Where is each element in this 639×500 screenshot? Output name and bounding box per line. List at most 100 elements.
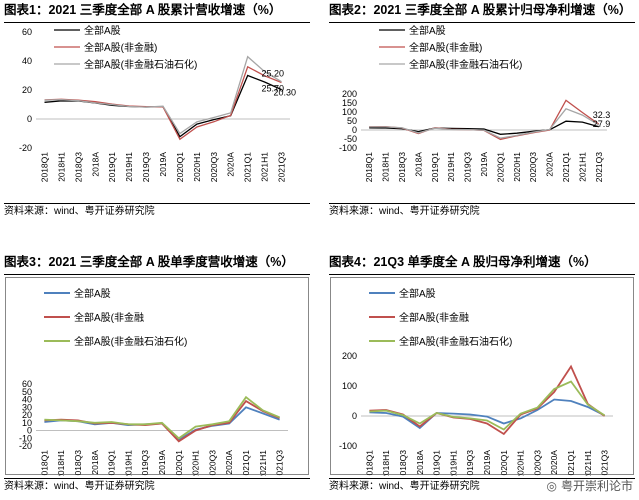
chart-svg: -20 0 20 40 60 2018Q1 2018H1 2018Q3 2018A 2019Q1 2… — [19, 24, 297, 183]
legend-label: 全部A股 — [409, 24, 446, 37]
x-tick-label: 2018H1 — [56, 450, 66, 476]
x-tick-label: 2021Q3 — [275, 450, 285, 476]
chart-plot: -20 0 20 40 60 2018Q1 2018H1 2018Q3 2018A 2019Q1 2… — [4, 24, 310, 200]
x-tick-label: 2021H1 — [577, 152, 587, 182]
y-tick-label: -10 — [19, 433, 32, 443]
chart-source: 资料来源：wind、粤开证券研究院 — [329, 203, 635, 220]
chart-frame — [5, 277, 309, 475]
chart-panel-3: 图表3：2021 三季度全部 A 股单季度营收增速（%） -20 -10 0 10 20… — [4, 252, 310, 500]
x-tick-label: 2019H1 — [124, 152, 134, 182]
y-tick-label: 200 — [342, 89, 357, 99]
chart-svg: -100 0 100 200 2018Q1 2018H1 2018Q3 2018A 2019Q1… — [330, 277, 634, 476]
y-tick-label: -50 — [344, 134, 357, 144]
y-tick-label: 10 — [22, 418, 32, 428]
x-tick-label: 2018H1 — [381, 450, 391, 476]
y-tick-label: 0 — [27, 426, 32, 436]
y-tick-label: 20 — [22, 410, 32, 420]
data-label: 32.3 — [593, 110, 611, 120]
data-label: 20.30 — [274, 88, 297, 98]
x-tick-label: 2018Q1 — [364, 152, 374, 183]
x-tick-label: 2018Q3 — [398, 450, 408, 476]
x-tick-label: 2019Q1 — [107, 152, 117, 183]
x-tick-label: 2021Q3 — [594, 152, 604, 183]
x-tick-label: 2019Q1 — [107, 450, 117, 476]
x-tick-label: 2021Q1 — [243, 152, 253, 183]
y-tick-label: 200 — [342, 351, 357, 361]
x-tick-label: 2020A — [226, 152, 236, 177]
chart-title: 图表2：2021 三季度全部 A 股累计归母净利增速（%） — [329, 0, 635, 23]
x-tick-label: 2020Q3 — [528, 152, 538, 183]
chart-plot: -100 0 100 200 2018Q1 2018H1 2018Q3 2018A 2019Q1… — [329, 276, 635, 476]
x-tick-label: 2020Q1 — [174, 450, 184, 476]
x-tick-label: 2020Q1 — [499, 450, 509, 476]
x-tick-label: 2021Q1 — [566, 450, 576, 476]
x-tick-label: 2019Q3 — [141, 152, 151, 183]
chart-source: 资料来源：wind、粤开证券研究院 — [4, 478, 310, 495]
x-tick-label: 2018Q3 — [397, 152, 407, 183]
x-tick-label: 2020A — [224, 450, 234, 475]
series-line-2 — [44, 65, 282, 141]
legend-label: 全部A股(非金融 — [399, 311, 469, 324]
y-tick-label: 40 — [22, 56, 32, 66]
x-tick-label: 2018H1 — [381, 152, 391, 182]
y-tick-label: -20 — [19, 143, 32, 153]
y-tick-label: 60 — [22, 27, 32, 37]
x-tick-label: 2020H1 — [191, 450, 201, 476]
x-tick-label: 2021H1 — [583, 450, 593, 476]
x-tick-label: 2019Q3 — [140, 450, 150, 476]
legend-label: 全部A股 — [399, 287, 436, 300]
y-tick-label: 0 — [27, 114, 32, 124]
y-tick-label: 40 — [22, 395, 32, 405]
y-tick-label: 20 — [22, 85, 32, 95]
x-tick-label: 2018Q3 — [73, 152, 83, 183]
legend-label: 全部A股(非金融 — [74, 311, 144, 324]
legend-label: 全部A股 — [74, 287, 111, 300]
chart-plot: -20 -10 0 10 20 30 40 50 60 2018Q1 2018H1 2018Q3 201… — [4, 276, 310, 476]
series-line-3 — [44, 395, 280, 440]
legend-label: 全部A股(非金融) — [409, 41, 482, 54]
x-tick-label: 2020Q3 — [209, 152, 219, 183]
x-tick-label: 2020Q1 — [495, 152, 505, 183]
wechat-icon: ◎ — [546, 478, 557, 493]
x-tick-label: 2021Q3 — [277, 152, 287, 183]
x-tick-label: 2019A — [157, 450, 167, 475]
x-tick-label: 2020Q3 — [207, 450, 217, 476]
y-tick-label: -100 — [339, 441, 357, 451]
chart-source: 资料来源：wind、粤开证券研究院 — [329, 478, 635, 495]
x-tick-label: 2019A — [158, 152, 168, 177]
legend-label: 全部A股(非金融石油石化) — [84, 58, 197, 71]
series-line-3 — [44, 55, 282, 135]
y-tick-label: 50 — [22, 387, 32, 397]
x-tick-label: 2018A — [90, 450, 100, 475]
x-tick-label: 2018Q1 — [39, 152, 49, 183]
series-line-3 — [369, 380, 606, 431]
x-tick-label: 2018Q3 — [73, 450, 83, 476]
data-label: 27.9 — [593, 119, 611, 129]
chart-frame — [330, 277, 634, 475]
chart-panel-2: 图表2：2021 三季度全部 A 股累计归母净利增速（%） -100 -50 0 50… — [329, 0, 635, 218]
x-tick-label: 2020Q1 — [175, 152, 185, 183]
legend-label: 全部A股(非金融) — [84, 41, 157, 54]
chart-source: 资料来源：wind、粤开证券研究院 — [4, 203, 310, 220]
y-tick-label: -100 — [339, 143, 357, 153]
x-tick-label: 2018Q1 — [39, 450, 49, 476]
y-tick-label: 0 — [352, 411, 357, 421]
y-tick-label: 50 — [347, 116, 357, 126]
x-tick-label: 2019A — [479, 152, 489, 177]
y-tick-label: 100 — [342, 381, 357, 391]
chart-plot: -100 -50 0 50 100 150 200 2018Q1 2018H1 2018Q3 201… — [329, 24, 635, 200]
series-line-3 — [369, 108, 600, 139]
x-tick-label: 2021Q1 — [241, 450, 251, 476]
x-tick-label: 2021Q1 — [561, 152, 571, 183]
x-tick-label: 2019H1 — [123, 450, 133, 476]
y-tick-label: 100 — [342, 107, 357, 117]
chart-title: 图表3：2021 三季度全部 A 股单季度营收增速（%） — [4, 252, 310, 275]
legend-label: 全部A股 — [84, 24, 121, 37]
chart-panel-4: 图表4：21Q3 单季度全 A 股归母净利增速（%） -100 0 100 200 20… — [329, 252, 635, 500]
y-tick-label: 150 — [342, 98, 357, 108]
watermark-text: 粤开崇利论市 — [560, 479, 633, 493]
x-tick-label: 2020H1 — [516, 450, 526, 476]
x-tick-label: 2021H1 — [258, 450, 268, 476]
